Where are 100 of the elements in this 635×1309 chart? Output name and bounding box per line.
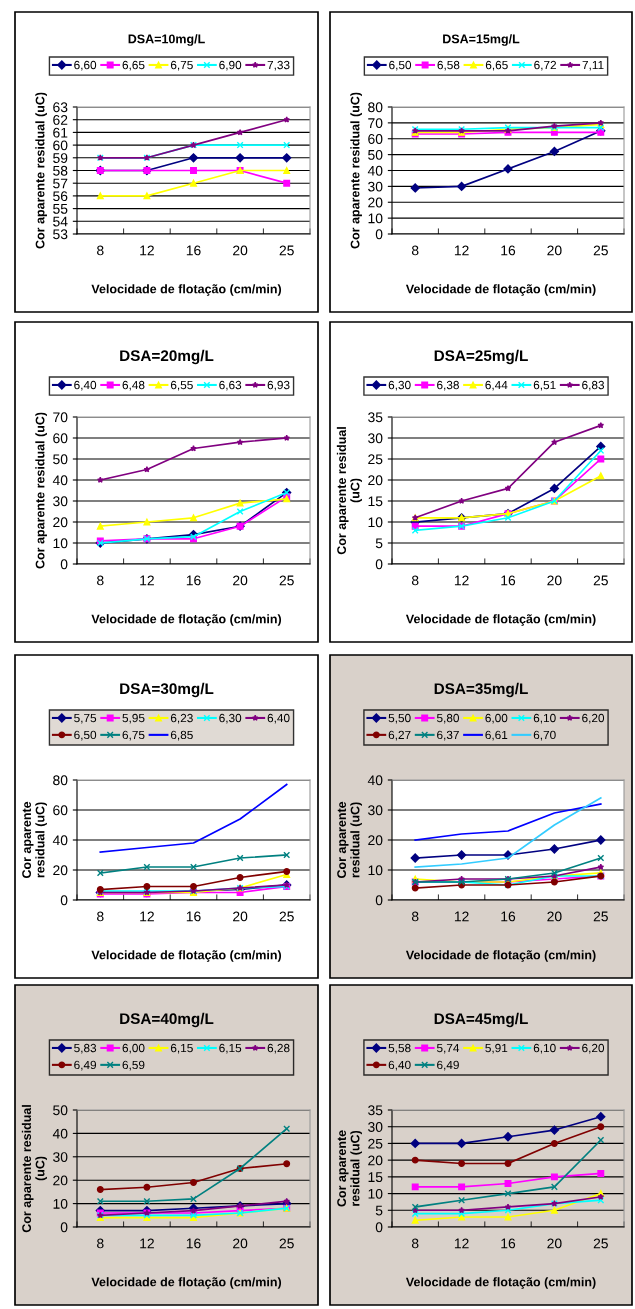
legend-label: 5,95: [122, 713, 145, 724]
x-tick-label: 8: [97, 911, 104, 922]
legend-label: 6,20: [582, 713, 605, 724]
y-axis-title: Cor aparente residual (uC): [22, 801, 47, 879]
chart-title: DSA=35mg/L: [434, 682, 528, 698]
y-tick-label: 80: [368, 102, 383, 113]
y-tick-label: 57: [53, 178, 68, 189]
y-tick-label: 0: [60, 1222, 68, 1233]
y-tick-label: 61: [53, 127, 68, 138]
legend-label: 6,61: [485, 730, 508, 741]
legend-label: 6,10: [533, 1043, 556, 1054]
legend-label: 6,15: [170, 1043, 193, 1054]
legend-label: 6,72: [534, 60, 557, 71]
y-tick-label: 30: [368, 805, 383, 816]
y-tick-label: 15: [368, 496, 383, 507]
y-axis-title: Cor aparente residual (uC): [21, 1105, 47, 1233]
y-tick-label: 0: [375, 229, 383, 240]
legend-label: 6,55: [170, 380, 193, 391]
y-tick-label: 10: [53, 538, 68, 549]
legend-label: 6,40: [388, 1060, 411, 1071]
x-tick-label: 8: [97, 1238, 104, 1249]
legend-label: 7,33: [267, 60, 290, 71]
y-tick-label: 60: [368, 134, 383, 144]
legend-label: 6,93: [267, 380, 290, 391]
x-axis-title: Velocidade de flotação (cm/min): [405, 284, 596, 296]
legend-label: 6,44: [485, 380, 508, 391]
x-tick-label: 16: [501, 575, 516, 586]
chart-title: DSA=45mg/L: [434, 1012, 528, 1028]
y-tick-label: 60: [53, 433, 68, 444]
x-tick-label: 12: [140, 575, 154, 586]
legend-label: 6,49: [74, 1060, 97, 1071]
legend-label: 6,40: [74, 380, 97, 391]
y-tick-label: 10: [53, 1198, 68, 1209]
legend-label: 6,70: [533, 730, 556, 741]
x-tick-label: 8: [411, 575, 419, 586]
legend-label: 6,60: [74, 60, 97, 71]
x-tick-label: 12: [140, 245, 154, 256]
y-tick-label: 10: [368, 213, 383, 224]
legend-label: 6,15: [219, 1043, 242, 1054]
x-axis-title: Velocidade de flotação (cm/min): [405, 614, 596, 626]
legend-label: 6,10: [533, 713, 556, 724]
x-tick-label: 8: [97, 245, 104, 256]
legend-label: 6,38: [437, 380, 459, 391]
y-tick-label: 10: [368, 517, 383, 528]
y-tick-label: 30: [368, 433, 383, 444]
y-tick-label: 40: [367, 165, 383, 176]
x-tick-label: 16: [186, 911, 201, 922]
y-tick-label: 20: [368, 475, 383, 486]
legend-label: 7,11: [582, 60, 604, 71]
y-tick-label: 20: [368, 197, 383, 208]
legend-label: 6,83: [582, 380, 605, 391]
legend-label: 6,50: [74, 730, 97, 741]
y-tick-label: 56: [53, 191, 68, 202]
y-tick-label: 63: [53, 102, 68, 113]
x-tick-label: 20: [547, 911, 562, 922]
y-tick-label: 35: [368, 412, 383, 423]
legend-label: 5,74: [436, 1043, 460, 1054]
legend-label: 6,51: [533, 380, 556, 391]
y-tick-label: 0: [375, 1222, 383, 1233]
y-tick-label: 25: [368, 454, 383, 465]
y-tick-label: 15: [368, 1172, 383, 1183]
legend-label: 6,50: [389, 60, 412, 71]
x-tick-label: 8: [97, 575, 104, 586]
x-axis-title: Velocidade de flotação (cm/min): [405, 1277, 596, 1289]
x-axis-title: Velocidade de flotação (cm/min): [91, 1277, 282, 1289]
y-tick-label: 58: [53, 165, 68, 176]
legend-label: 6,58: [437, 60, 460, 71]
legend-label: 5,75: [74, 713, 97, 724]
y-tick-label: 20: [53, 1175, 68, 1186]
y-tick-label: 70: [368, 118, 383, 129]
y-tick-label: 35: [368, 1105, 383, 1116]
legend-label: 6,40: [267, 713, 290, 724]
legend-label: 6,65: [122, 60, 145, 71]
legend-label: 6,59: [122, 1060, 145, 1071]
legend-label: 6,65: [485, 60, 508, 71]
x-tick-label: 12: [454, 575, 469, 586]
x-tick-label: 16: [186, 245, 201, 256]
y-tick-label: 40: [367, 775, 383, 786]
chart-title: DSA=20mg/L: [120, 349, 214, 365]
legend-label: 6,75: [170, 60, 193, 71]
y-tick-label: 40: [52, 835, 68, 846]
x-tick-label: 20: [233, 911, 248, 922]
legend-label: 6,20: [582, 1043, 605, 1054]
x-tick-label: 25: [593, 911, 608, 922]
y-tick-label: 0: [375, 559, 383, 570]
legend-label: 5,91: [485, 1043, 508, 1054]
y-axis-title: Cor aparente residual (uC): [337, 1130, 362, 1207]
x-tick-label: 20: [233, 245, 248, 256]
y-tick-label: 20: [53, 865, 68, 876]
x-tick-label: 16: [501, 245, 516, 256]
y-axis-title: Cor aparente residual (uC): [336, 427, 362, 555]
y-tick-label: 20: [368, 835, 383, 846]
y-tick-label: 5: [375, 1205, 383, 1216]
y-axis-title: Cor aparente residual (uC): [350, 92, 362, 249]
y-tick-label: 50: [53, 454, 68, 465]
x-tick-label: 16: [186, 1238, 201, 1249]
y-tick-label: 62: [53, 115, 68, 125]
legend-label: 6,90: [219, 60, 242, 71]
y-tick-label: 59: [53, 153, 68, 163]
x-tick-label: 25: [593, 575, 608, 586]
